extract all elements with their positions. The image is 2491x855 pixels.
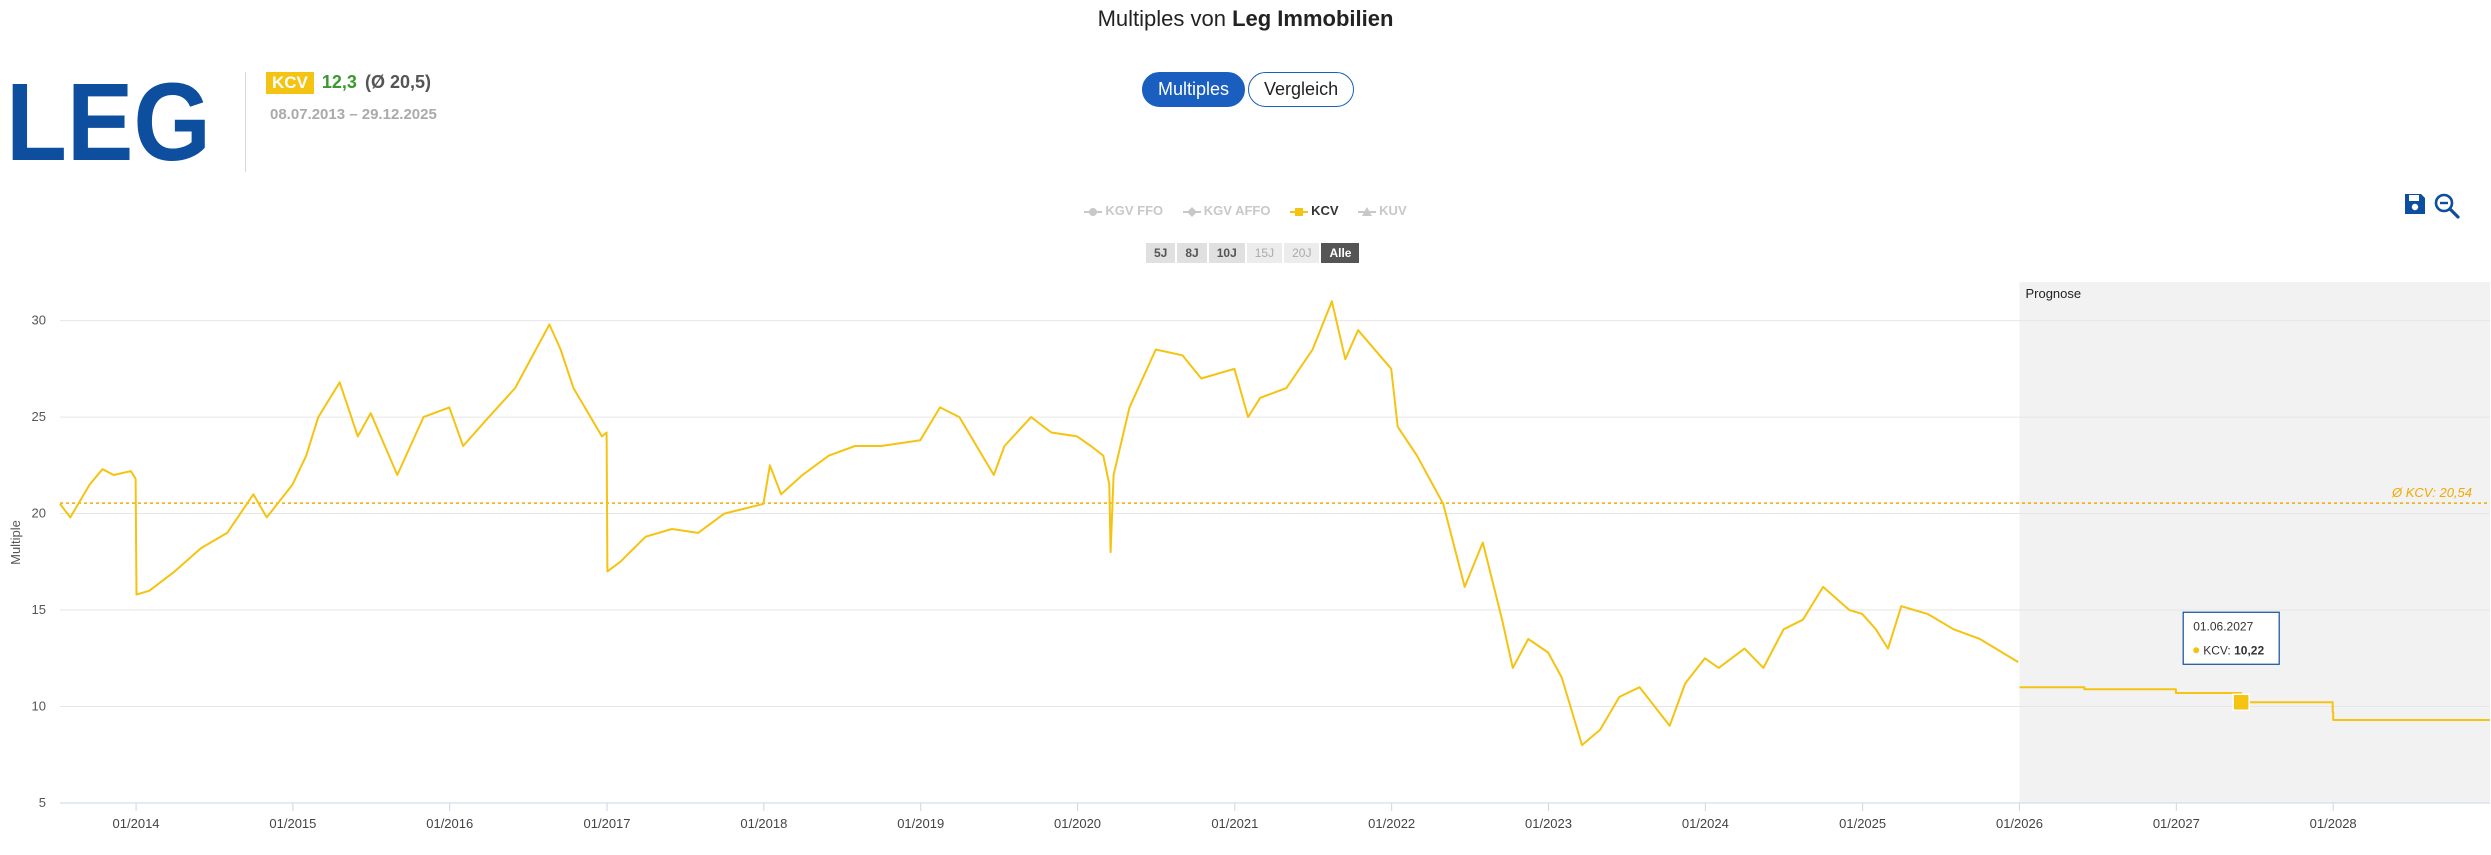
save-icon[interactable] — [2403, 192, 2427, 216]
y-tick-label: 30 — [32, 313, 46, 328]
x-tick-label: 01/2028 — [2310, 816, 2357, 831]
forecast-band — [2019, 282, 2490, 803]
current-value: 12,3 — [321, 72, 357, 92]
circle-marker-icon — [1084, 207, 1103, 216]
range-button-20j: 20J — [1284, 243, 1320, 263]
y-tick-label: 10 — [32, 699, 46, 714]
legend-label: KCV — [1311, 203, 1339, 218]
y-axis-label: Multiple — [8, 520, 23, 565]
x-tick-label: 01/2025 — [1839, 816, 1886, 831]
average-value: (Ø 20,5) — [364, 72, 431, 92]
kcv-history-line — [59, 300, 2019, 747]
x-tick-label: 01/2016 — [426, 816, 473, 831]
legend-label: KGV FFO — [1105, 203, 1164, 218]
view-toggle: Multiples Vergleich — [1142, 72, 1355, 107]
legend-label: KGV AFFO — [1203, 203, 1271, 218]
triangle-marker-icon — [1358, 206, 1377, 216]
x-tick-label: 01/2018 — [740, 816, 787, 831]
x-tick-label: 01/2020 — [1054, 816, 1101, 831]
tooltip-value: 10,22 — [2234, 643, 2264, 657]
y-tick-label: 20 — [32, 506, 46, 521]
range-selector: 5J 8J 10J 15J 20J Alle — [1146, 243, 1361, 263]
multiples-button[interactable]: Multiples — [1142, 72, 1246, 107]
forecast-label: Prognose — [2025, 286, 2081, 301]
x-tick-label: 01/2027 — [2153, 816, 2200, 831]
square-marker-icon — [1290, 207, 1309, 216]
x-tick-label: 01/2022 — [1368, 816, 1415, 831]
tooltip-series-dot — [2193, 647, 2200, 654]
x-tick-label: 01/2024 — [1682, 816, 1729, 831]
range-button-10j[interactable]: 10J — [1208, 243, 1245, 263]
page-title: Multiples von Leg Immobilien — [0, 6, 2491, 32]
y-tick-label: 15 — [32, 602, 46, 617]
tooltip-box — [2182, 611, 2280, 665]
tooltip-series-name: KCV: — [2203, 643, 2234, 657]
x-tick-label: 01/2015 — [269, 816, 316, 831]
legend-item-kcv[interactable]: KCV — [1290, 203, 1339, 218]
chart-toolbar — [2403, 192, 2461, 220]
range-button-5j[interactable]: 5J — [1146, 243, 1176, 263]
x-tick-label: 01/2021 — [1211, 816, 1258, 831]
metric-badge: KCV — [266, 72, 314, 94]
title-company: Leg Immobilien — [1232, 6, 1394, 31]
y-tick-label: 5 — [39, 795, 46, 810]
x-tick-label: 01/2026 — [1996, 816, 2043, 831]
zoom-out-icon[interactable] — [2433, 192, 2461, 220]
title-prefix: Multiples von — [1097, 6, 1226, 31]
x-tick-label: 01/2019 — [897, 816, 944, 831]
legend-item-kgv-affo[interactable]: KGV AFFO — [1182, 203, 1271, 218]
y-tick-label: 25 — [32, 409, 46, 424]
vergleich-button[interactable]: Vergleich — [1248, 72, 1355, 107]
date-range: 08.07.2013 – 29.12.2025 — [270, 106, 437, 123]
summary-panel: KCV 12,3 (Ø 20,5) 08.07.2013 – 29.12.2025 — [266, 72, 437, 123]
legend: KGV FFO KGV AFFO KCV KUV — [0, 203, 2491, 218]
range-button-15j: 15J — [1246, 243, 1283, 263]
tooltip-value-text: KCV: 10,22 — [2203, 643, 2264, 657]
svg-text:LEG: LEG — [6, 80, 211, 164]
summary-values: KCV 12,3 (Ø 20,5) — [266, 72, 437, 94]
average-line-label: Ø KCV: 20,54 — [2391, 485, 2472, 500]
range-button-alle[interactable]: Alle — [1321, 243, 1360, 263]
range-button-8j[interactable]: 8J — [1177, 243, 1207, 263]
x-tick-label: 01/2023 — [1525, 816, 1572, 831]
legend-item-kuv[interactable]: KUV — [1358, 203, 1407, 218]
legend-item-kgv-ffo[interactable]: KGV FFO — [1084, 203, 1163, 218]
legend-label: KUV — [1379, 203, 1407, 218]
hover-point-marker[interactable] — [2232, 693, 2250, 712]
x-tick-label: 01/2014 — [113, 816, 160, 831]
diamond-marker-icon — [1182, 206, 1201, 217]
tooltip-date: 01.06.2027 — [2193, 619, 2253, 633]
leg-logo: LEG — [6, 80, 211, 164]
header-divider — [245, 72, 246, 172]
x-tick-label: 01/2017 — [584, 816, 631, 831]
